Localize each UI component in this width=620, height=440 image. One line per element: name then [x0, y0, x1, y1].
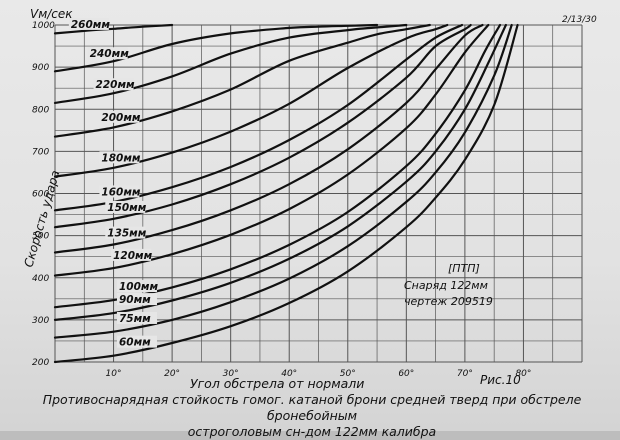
series-label-bg: [116, 280, 157, 293]
annotation-line1: Снаряд 122мм: [404, 279, 488, 292]
series-label-bg: [68, 17, 109, 30]
x-tick-label: 80°: [515, 369, 531, 379]
series-curve: [53, 23, 431, 138]
y-tick-label: 700: [32, 147, 49, 157]
series-label: 100мм: [119, 281, 159, 293]
series-label-bg: [116, 335, 157, 348]
y-tick-label: 800: [32, 105, 49, 115]
series-curve: [53, 23, 174, 35]
x-tick-label: 50°: [340, 369, 356, 379]
figure-label: Рис.10: [480, 373, 521, 387]
series-curve: [53, 23, 484, 254]
series-curves: [53, 23, 519, 364]
series-curve: [53, 23, 507, 321]
y-tick-label: 200: [32, 358, 49, 368]
series-label-bg: [93, 78, 134, 91]
y-axis-label: Скорость удара: [21, 169, 62, 269]
series-label-bg: [87, 47, 128, 60]
y-tick-label: 900: [32, 63, 49, 73]
series-label-bg: [111, 248, 152, 261]
series-label: 220мм: [96, 79, 136, 91]
y-axis-unit: Vм/сек: [30, 7, 73, 21]
series-label: 260мм: [71, 19, 111, 31]
series-label-bg: [99, 185, 140, 198]
series-curve: [53, 23, 472, 229]
series-label: 120мм: [113, 250, 153, 262]
x-tick-label: 20°: [164, 369, 180, 379]
series-curve: [53, 23, 379, 73]
annotation-line2: чертеж 209519: [404, 295, 493, 308]
axis-tick-labels: 10° 20° 30° 40° 50° 60° 70° 80° 200 300 400 500 600 7…: [32, 21, 531, 379]
y-tick-label: 500: [32, 232, 49, 242]
series-label: 135мм: [107, 228, 147, 240]
y-tick-label: 600: [32, 190, 49, 200]
annotation-code: [ПТП]: [448, 262, 480, 275]
x-tick-label: 30°: [223, 369, 239, 379]
x-tick-label: 70°: [457, 369, 473, 379]
x-axis-label: Угол обстрела от нормали: [190, 376, 364, 391]
series-label-bg: [99, 110, 140, 123]
x-tick-label: 60°: [398, 369, 414, 379]
figure-caption: Противоснарядная стойкость гомог. катано…: [12, 392, 612, 440]
series-label: 160мм: [101, 186, 141, 198]
grid-lines: [54, 24, 583, 363]
caption-line-2: остроголовым сн-дом 122мм калибра: [187, 424, 437, 439]
x-tick-label: 10°: [106, 369, 122, 379]
series-label-bg: [116, 311, 157, 324]
series-label-bg: [99, 151, 140, 164]
y-tick-label: 400: [32, 274, 49, 284]
series-curve: [53, 23, 502, 309]
series-label-bg: [105, 226, 146, 239]
series-curve: [53, 23, 519, 364]
series-label: 240мм: [90, 48, 130, 60]
series-curve: [53, 23, 408, 104]
series-label-bg: [105, 200, 146, 213]
series-curve: [53, 23, 513, 339]
series-label: 180мм: [101, 152, 141, 164]
series-label: 75мм: [119, 313, 151, 325]
series-label: 90мм: [119, 294, 151, 306]
y-tick-label: 1000: [32, 21, 55, 31]
corner-note: 2/13/30: [562, 15, 597, 25]
x-tick-label: 40°: [281, 369, 297, 379]
series-label: 60мм: [119, 337, 151, 349]
series-curve: [53, 23, 490, 277]
series-label-bg: [116, 293, 157, 306]
y-tick-label: 300: [32, 316, 49, 326]
series-label: 150мм: [107, 202, 147, 214]
caption-line-1: Противоснарядная стойкость гомог. катано…: [42, 392, 582, 423]
chart-plot: 10° 20° 30° 40° 50° 60° 70° 80° 200 300 400 500 600 7…: [21, 7, 597, 391]
series-label: 200мм: [101, 112, 141, 124]
